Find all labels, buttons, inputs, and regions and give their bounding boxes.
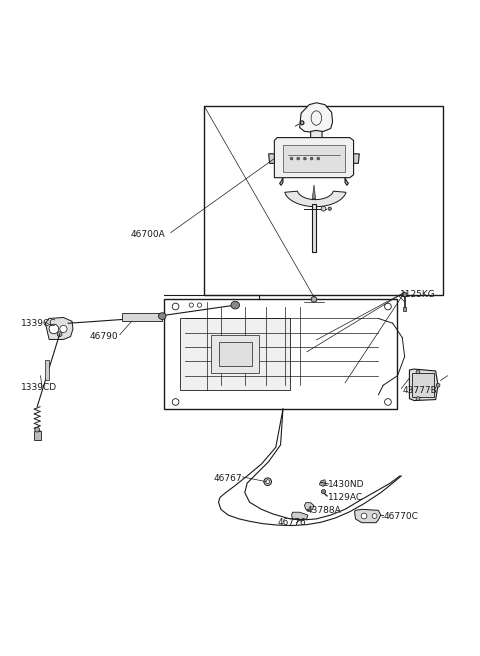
Bar <box>211 335 259 373</box>
Bar <box>180 318 290 390</box>
Ellipse shape <box>384 399 391 405</box>
Ellipse shape <box>436 383 440 387</box>
Ellipse shape <box>416 397 420 401</box>
Bar <box>45 360 49 380</box>
Polygon shape <box>355 509 381 523</box>
Ellipse shape <box>297 157 300 160</box>
Polygon shape <box>300 103 333 133</box>
Ellipse shape <box>172 303 179 310</box>
Polygon shape <box>269 154 275 163</box>
Text: 46770C: 46770C <box>383 512 418 521</box>
Bar <box>403 307 406 310</box>
Polygon shape <box>354 154 360 163</box>
Ellipse shape <box>172 399 179 405</box>
Ellipse shape <box>35 427 39 432</box>
Text: 46776: 46776 <box>277 518 306 527</box>
Text: 43777B: 43777B <box>402 386 437 394</box>
Ellipse shape <box>266 480 270 483</box>
Polygon shape <box>409 369 438 401</box>
Ellipse shape <box>322 489 325 494</box>
Bar <box>204 106 443 295</box>
Text: 43788A: 43788A <box>307 506 342 515</box>
Ellipse shape <box>328 207 331 211</box>
Text: 46767: 46767 <box>214 474 242 483</box>
Ellipse shape <box>231 301 240 309</box>
Ellipse shape <box>372 514 377 518</box>
Ellipse shape <box>57 332 62 337</box>
Bar <box>122 313 162 321</box>
Ellipse shape <box>158 313 166 319</box>
Polygon shape <box>345 178 348 185</box>
Bar <box>164 299 397 409</box>
Text: 1129AC: 1129AC <box>328 493 363 502</box>
Text: 1339CC: 1339CC <box>21 319 56 328</box>
Polygon shape <box>280 178 283 185</box>
Text: 46700A: 46700A <box>130 230 165 239</box>
Polygon shape <box>311 131 322 152</box>
Ellipse shape <box>300 121 304 125</box>
Polygon shape <box>312 185 316 200</box>
Ellipse shape <box>317 157 320 160</box>
Ellipse shape <box>321 206 326 211</box>
Ellipse shape <box>197 303 202 307</box>
Text: 1430ND: 1430ND <box>328 480 365 489</box>
Text: 46790: 46790 <box>90 332 118 341</box>
Polygon shape <box>275 138 354 178</box>
Ellipse shape <box>264 478 272 485</box>
Ellipse shape <box>49 324 59 334</box>
Text: 1125KG: 1125KG <box>400 290 436 299</box>
Polygon shape <box>304 502 314 510</box>
Polygon shape <box>312 204 316 252</box>
Ellipse shape <box>361 513 367 519</box>
Polygon shape <box>285 191 346 207</box>
Ellipse shape <box>311 297 317 302</box>
Bar <box>412 373 433 397</box>
Ellipse shape <box>310 157 313 160</box>
Ellipse shape <box>416 370 420 374</box>
Polygon shape <box>45 318 73 339</box>
Bar <box>218 342 252 366</box>
Bar <box>34 430 40 440</box>
Text: 1339CD: 1339CD <box>21 383 57 392</box>
Polygon shape <box>319 480 326 487</box>
Ellipse shape <box>290 157 293 160</box>
Ellipse shape <box>384 303 391 310</box>
Ellipse shape <box>189 303 193 307</box>
Bar <box>283 146 345 172</box>
Ellipse shape <box>60 325 67 333</box>
Ellipse shape <box>303 157 306 160</box>
Ellipse shape <box>402 292 407 297</box>
Polygon shape <box>291 512 308 520</box>
